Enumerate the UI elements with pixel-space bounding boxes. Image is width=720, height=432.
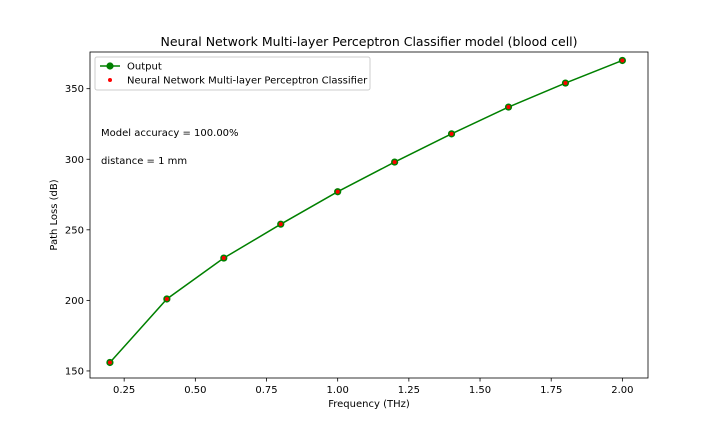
y-axis-label: Path Loss (dB) xyxy=(49,179,60,250)
legend-box xyxy=(94,56,371,91)
classifier-point xyxy=(278,222,283,227)
classifier-point xyxy=(506,105,511,110)
y-tick-label: 200 xyxy=(65,296,84,307)
legend-output-marker xyxy=(106,62,114,70)
classifier-point xyxy=(164,296,169,301)
x-axis-label: Frequency (THz) xyxy=(328,399,410,410)
legend-classifier-marker xyxy=(108,78,112,82)
classifier-point xyxy=(620,58,625,63)
annotation-distance: distance = 1 mm xyxy=(101,156,187,167)
y-tick-label: 150 xyxy=(65,366,84,377)
axis-ticks: 0.25 0.50 0.75 1.00 1.25 1.50 1.75 2.00 150 200 25… xyxy=(65,84,634,396)
y-tick-label: 350 xyxy=(65,84,84,95)
classifier-point xyxy=(221,256,226,261)
x-tick-label: 0.25 xyxy=(113,385,135,396)
x-tick-label: 0.75 xyxy=(255,385,277,396)
classifier-point xyxy=(563,81,568,86)
legend-classifier-label: Neural Network Multi-layer Perceptron Cl… xyxy=(127,76,368,87)
legend-output-label: Output xyxy=(127,62,162,73)
annotation-accuracy: Model accuracy = 100.00% xyxy=(101,128,239,139)
x-tick-label: 1.75 xyxy=(540,385,562,396)
x-tick-label: 1.00 xyxy=(327,385,349,396)
series-layer xyxy=(106,56,626,367)
x-tick-label: 1.25 xyxy=(398,385,420,396)
classifier-point xyxy=(392,160,397,165)
chart-title: Neural Network Multi-layer Perceptron Cl… xyxy=(160,34,577,49)
output-line xyxy=(109,59,623,363)
classifier-point xyxy=(449,131,454,136)
x-tick-label: 0.50 xyxy=(184,385,206,396)
x-tick-label: 1.50 xyxy=(469,385,491,396)
x-tick-label: 2.00 xyxy=(611,385,633,396)
y-tick-label: 250 xyxy=(65,225,84,236)
classifier-point xyxy=(335,189,340,194)
y-tick-label: 300 xyxy=(65,155,84,166)
plot-area xyxy=(89,51,649,379)
classifier-point xyxy=(107,360,112,365)
legend: Output Neural Network Multi-layer Percep… xyxy=(94,56,371,91)
